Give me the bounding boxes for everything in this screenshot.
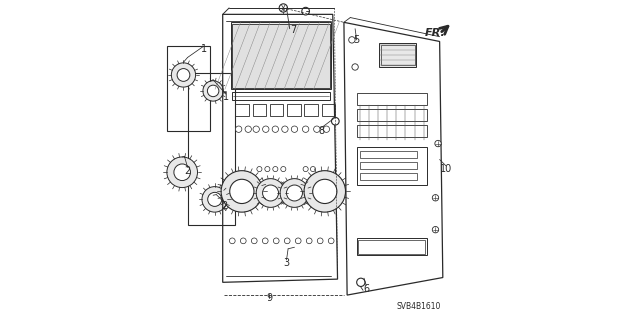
Bar [379,43,416,67]
Circle shape [328,238,334,244]
Circle shape [317,238,323,244]
Circle shape [272,126,278,132]
Text: SVB4B1610: SVB4B1610 [397,302,441,311]
Bar [236,104,249,116]
Text: 9: 9 [266,293,272,303]
Bar [360,162,417,169]
Bar [358,240,425,254]
Circle shape [303,126,309,132]
Circle shape [349,37,355,43]
Bar [356,125,427,137]
Text: 10: 10 [440,164,452,174]
Circle shape [262,185,278,201]
Circle shape [314,126,320,132]
Text: 6: 6 [363,284,369,294]
Circle shape [291,126,298,132]
Circle shape [332,117,339,125]
Circle shape [230,179,254,204]
Circle shape [323,126,330,132]
Circle shape [303,167,308,172]
Circle shape [435,140,441,147]
Circle shape [262,126,269,132]
Bar [356,93,427,105]
Text: 2: 2 [184,166,191,176]
Bar [356,147,427,185]
Text: 5: 5 [353,35,360,45]
Circle shape [265,167,270,172]
Circle shape [262,238,268,244]
Bar [270,104,284,116]
Circle shape [281,167,286,172]
Circle shape [202,187,227,212]
Text: 3: 3 [284,258,289,268]
Circle shape [241,238,246,244]
Text: 1: 1 [200,44,207,55]
Circle shape [310,167,316,172]
Circle shape [203,81,223,101]
Circle shape [257,167,262,172]
Circle shape [252,238,257,244]
Circle shape [287,185,303,201]
Circle shape [313,179,337,204]
Circle shape [295,238,301,244]
Text: 7: 7 [290,25,296,35]
Circle shape [279,4,287,12]
Circle shape [282,126,288,132]
Bar [381,45,415,65]
Bar [253,104,266,116]
Circle shape [432,226,438,233]
Circle shape [253,126,259,132]
Circle shape [352,64,358,70]
Circle shape [167,157,198,188]
Bar [232,92,330,100]
Circle shape [273,167,278,172]
Circle shape [284,238,290,244]
Bar [287,104,301,116]
Circle shape [307,238,312,244]
Bar [360,173,417,180]
Circle shape [172,63,196,87]
Circle shape [245,126,252,132]
Bar [305,104,318,116]
Circle shape [304,171,346,212]
Circle shape [177,69,190,81]
Text: 1: 1 [223,92,229,102]
Circle shape [229,238,235,244]
Circle shape [207,85,219,97]
Text: FR.: FR. [424,28,445,39]
Bar [356,238,427,255]
Circle shape [256,179,285,207]
Bar [360,151,417,158]
Bar [232,24,330,88]
Bar [321,104,335,116]
Circle shape [280,179,309,207]
Circle shape [174,164,191,181]
Circle shape [356,278,365,286]
Circle shape [236,126,242,132]
Circle shape [208,192,221,206]
Text: 8: 8 [319,126,324,136]
Circle shape [432,195,438,201]
Text: 2: 2 [221,201,227,211]
Circle shape [221,171,262,212]
Polygon shape [230,22,331,89]
Bar [356,109,427,121]
Circle shape [273,238,279,244]
Circle shape [302,7,310,15]
